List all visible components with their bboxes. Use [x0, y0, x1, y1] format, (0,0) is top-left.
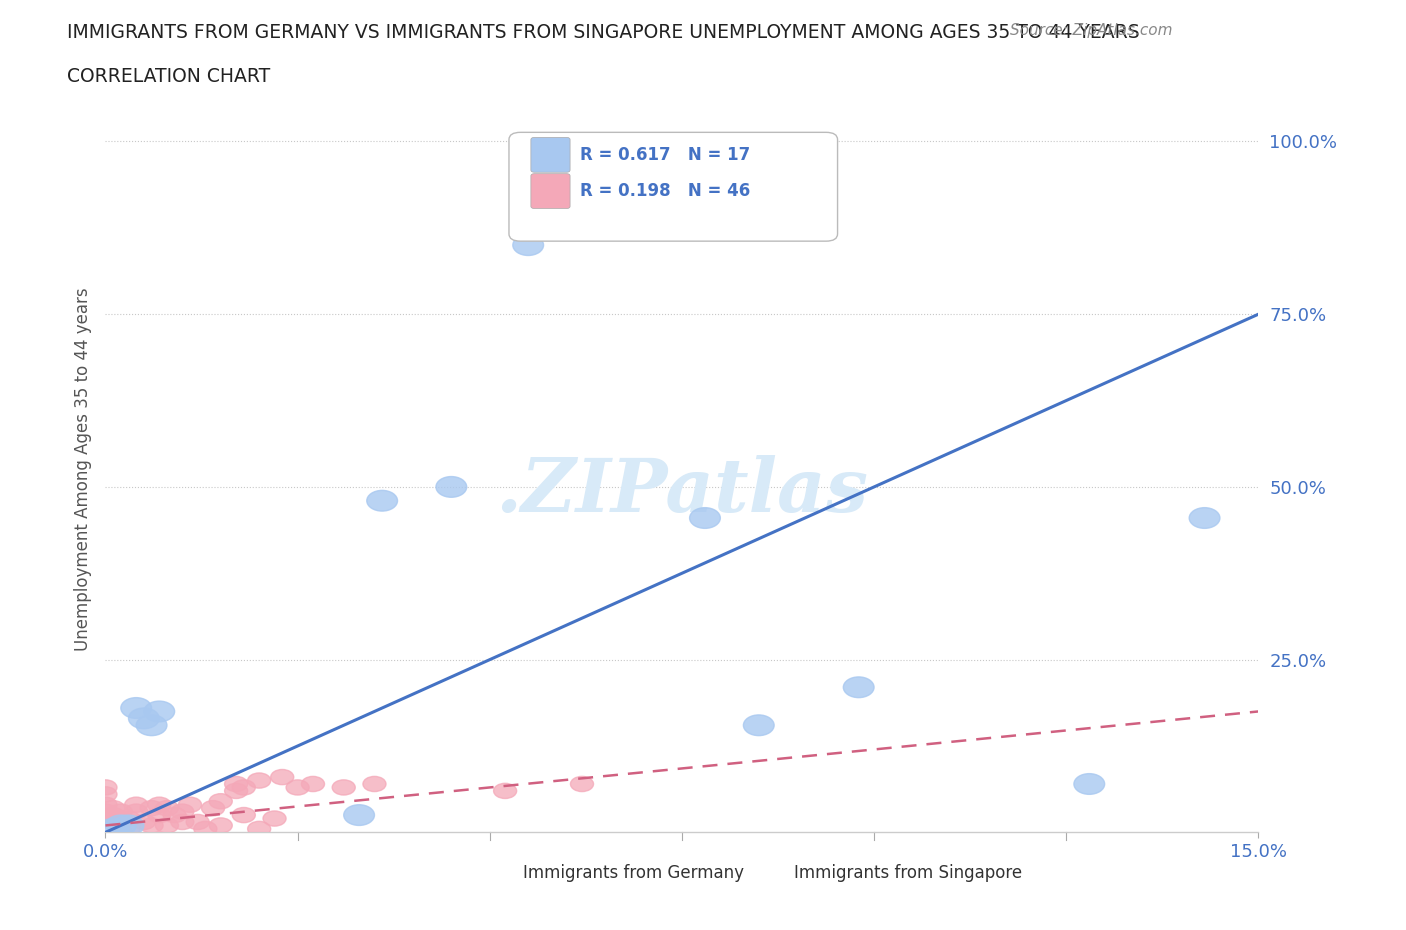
Ellipse shape — [136, 715, 167, 736]
Text: CORRELATION CHART: CORRELATION CHART — [67, 67, 271, 86]
FancyBboxPatch shape — [754, 860, 790, 885]
Ellipse shape — [186, 815, 209, 830]
Ellipse shape — [1189, 508, 1220, 528]
Ellipse shape — [132, 815, 156, 830]
Ellipse shape — [247, 821, 271, 836]
Ellipse shape — [110, 811, 132, 826]
Ellipse shape — [110, 825, 132, 840]
Ellipse shape — [112, 815, 143, 836]
Text: Immigrants from Germany: Immigrants from Germany — [523, 864, 744, 882]
Text: R = 0.617   N = 17: R = 0.617 N = 17 — [581, 146, 751, 164]
Ellipse shape — [285, 780, 309, 795]
Ellipse shape — [156, 817, 179, 833]
Ellipse shape — [110, 815, 132, 830]
Ellipse shape — [844, 677, 875, 698]
Ellipse shape — [689, 508, 720, 528]
Ellipse shape — [94, 811, 117, 826]
Ellipse shape — [343, 804, 374, 826]
Ellipse shape — [105, 815, 136, 836]
Ellipse shape — [271, 769, 294, 785]
Ellipse shape — [332, 780, 356, 795]
Ellipse shape — [117, 821, 141, 836]
Ellipse shape — [148, 807, 170, 823]
Ellipse shape — [170, 804, 194, 819]
Ellipse shape — [744, 715, 775, 736]
Ellipse shape — [179, 797, 201, 812]
FancyBboxPatch shape — [482, 860, 519, 885]
Ellipse shape — [170, 815, 194, 830]
Ellipse shape — [94, 787, 117, 802]
Ellipse shape — [194, 821, 217, 836]
Ellipse shape — [666, 214, 697, 234]
FancyBboxPatch shape — [509, 132, 838, 241]
Text: Immigrants from Singapore: Immigrants from Singapore — [794, 864, 1022, 882]
Ellipse shape — [101, 807, 125, 823]
Ellipse shape — [494, 783, 516, 799]
Text: R = 0.198   N = 46: R = 0.198 N = 46 — [581, 182, 751, 200]
Ellipse shape — [98, 818, 128, 839]
Ellipse shape — [101, 815, 125, 830]
FancyBboxPatch shape — [531, 138, 569, 172]
Text: IMMIGRANTS FROM GERMANY VS IMMIGRANTS FROM SINGAPORE UNEMPLOYMENT AMONG AGES 35 : IMMIGRANTS FROM GERMANY VS IMMIGRANTS FR… — [67, 23, 1140, 42]
Ellipse shape — [263, 811, 285, 826]
Ellipse shape — [232, 780, 256, 795]
Ellipse shape — [247, 773, 271, 788]
Ellipse shape — [436, 476, 467, 498]
Ellipse shape — [571, 777, 593, 791]
Ellipse shape — [125, 797, 148, 812]
Ellipse shape — [125, 804, 148, 819]
Ellipse shape — [225, 777, 247, 791]
Ellipse shape — [110, 804, 132, 819]
Ellipse shape — [301, 777, 325, 791]
Ellipse shape — [232, 807, 256, 823]
Ellipse shape — [163, 807, 186, 823]
Y-axis label: Unemployment Among Ages 35 to 44 years: Unemployment Among Ages 35 to 44 years — [73, 288, 91, 651]
Ellipse shape — [156, 801, 179, 816]
Ellipse shape — [141, 817, 163, 833]
Ellipse shape — [1074, 774, 1105, 794]
Ellipse shape — [209, 793, 232, 809]
Ellipse shape — [367, 490, 398, 512]
Text: .ZIPatlas: .ZIPatlas — [495, 455, 869, 527]
Ellipse shape — [128, 708, 159, 729]
Ellipse shape — [94, 797, 117, 812]
FancyBboxPatch shape — [531, 174, 569, 208]
Ellipse shape — [201, 801, 225, 816]
Ellipse shape — [148, 797, 170, 812]
Ellipse shape — [225, 783, 247, 799]
Ellipse shape — [209, 817, 232, 833]
Text: Source: ZipAtlas.com: Source: ZipAtlas.com — [1010, 23, 1173, 38]
Ellipse shape — [94, 804, 117, 819]
Ellipse shape — [94, 780, 117, 795]
Ellipse shape — [513, 234, 544, 256]
Ellipse shape — [121, 698, 152, 718]
Ellipse shape — [363, 777, 387, 791]
Ellipse shape — [141, 801, 163, 816]
Ellipse shape — [143, 701, 174, 722]
Ellipse shape — [117, 811, 141, 826]
Ellipse shape — [101, 801, 125, 816]
